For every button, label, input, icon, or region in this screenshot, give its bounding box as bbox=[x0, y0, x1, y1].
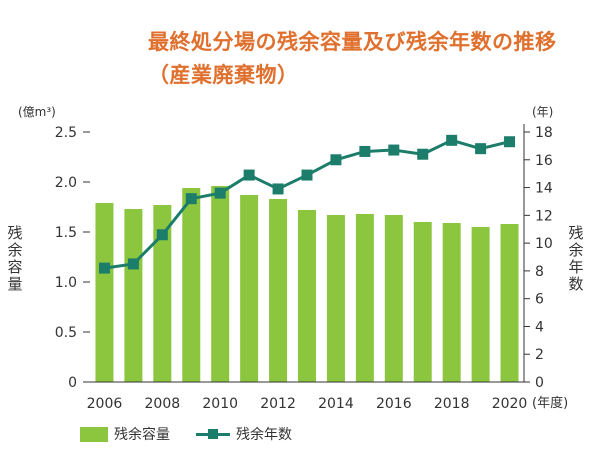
line-point-2008 bbox=[156, 229, 168, 241]
bar-2010 bbox=[211, 186, 230, 382]
line-point-2010 bbox=[214, 187, 226, 199]
line-point-2012 bbox=[272, 183, 284, 195]
line-point-2016 bbox=[388, 144, 400, 156]
right-axis-title: 残余年数 bbox=[568, 224, 583, 293]
bar-2015 bbox=[355, 214, 374, 382]
x-tick-label: 2018 bbox=[434, 396, 470, 412]
bar-2008 bbox=[153, 205, 172, 382]
right-tick-label: 14 bbox=[535, 181, 553, 197]
bar-2009 bbox=[182, 188, 201, 382]
line-point-2020 bbox=[504, 136, 516, 148]
legend-bar-swatch bbox=[80, 426, 108, 442]
bar-2018 bbox=[442, 223, 461, 382]
x-tick-label: 2010 bbox=[202, 396, 238, 412]
left-axis-unit: (億m³) bbox=[18, 105, 56, 119]
legend-item-years: 残余年数 bbox=[196, 424, 292, 444]
left-tick-label: 1.0 bbox=[55, 275, 77, 291]
line-point-2019 bbox=[475, 143, 487, 155]
right-tick-label: 4 bbox=[535, 319, 544, 335]
line-point-2011 bbox=[243, 169, 255, 181]
bar-2013 bbox=[298, 210, 316, 382]
bar-2020 bbox=[500, 224, 519, 382]
bar-2016 bbox=[384, 215, 403, 382]
bar-2017 bbox=[413, 222, 432, 382]
legend-line-swatch bbox=[196, 427, 230, 442]
right-tick-label: 12 bbox=[535, 208, 553, 224]
left-tick-label: 0 bbox=[68, 375, 77, 391]
right-tick-label: 8 bbox=[535, 264, 544, 280]
right-tick-label: 10 bbox=[535, 236, 553, 252]
right-tick-label: 0 bbox=[535, 375, 544, 391]
bar-2006 bbox=[95, 203, 114, 382]
left-tick-label: 2.0 bbox=[55, 175, 77, 191]
right-tick-label: 18 bbox=[535, 125, 553, 141]
x-tick-label: 2006 bbox=[87, 396, 123, 412]
line-point-2007 bbox=[127, 258, 139, 270]
bar-2007 bbox=[124, 209, 143, 382]
right-tick-label: 2 bbox=[535, 347, 544, 363]
x-tick-label: 2020 bbox=[492, 396, 528, 412]
bar-2012 bbox=[269, 199, 288, 382]
right-tick-label: 16 bbox=[535, 153, 553, 169]
line-point-2014 bbox=[330, 154, 342, 166]
chart-title: 最終処分場の残余容量及び残余年数の推移（産業廃棄物） bbox=[148, 30, 557, 87]
x-tick-label: 2014 bbox=[318, 396, 354, 412]
left-tick-label: 1.5 bbox=[55, 225, 77, 241]
bar-2019 bbox=[471, 227, 490, 382]
x-tick-label: 2012 bbox=[260, 396, 296, 412]
legend-label-years: 残余年数 bbox=[236, 427, 292, 443]
bar-2014 bbox=[326, 215, 345, 382]
x-tick-label: 2008 bbox=[145, 396, 181, 412]
line-point-2018 bbox=[446, 134, 458, 146]
legend-label-capacity: 残余容量 bbox=[114, 427, 170, 443]
line-point-2006 bbox=[98, 262, 110, 274]
right-axis-unit: (年) bbox=[532, 105, 553, 119]
bar-2011 bbox=[240, 195, 259, 382]
left-tick-label: 0.5 bbox=[55, 325, 77, 341]
x-tick-label: 2016 bbox=[376, 396, 412, 412]
left-axis-title: 残余容量 bbox=[7, 224, 22, 293]
left-tick-label: 2.5 bbox=[55, 125, 77, 141]
legend-item-capacity: 残余容量 bbox=[80, 424, 170, 444]
line-point-2013 bbox=[301, 169, 313, 181]
line-point-2017 bbox=[417, 148, 429, 160]
right-tick-label: 6 bbox=[535, 292, 544, 308]
legend: 残余容量 残余年数 bbox=[80, 424, 318, 444]
line-point-2015 bbox=[359, 145, 371, 157]
x-axis-unit: (年度) bbox=[532, 395, 568, 411]
line-point-2009 bbox=[185, 193, 197, 205]
